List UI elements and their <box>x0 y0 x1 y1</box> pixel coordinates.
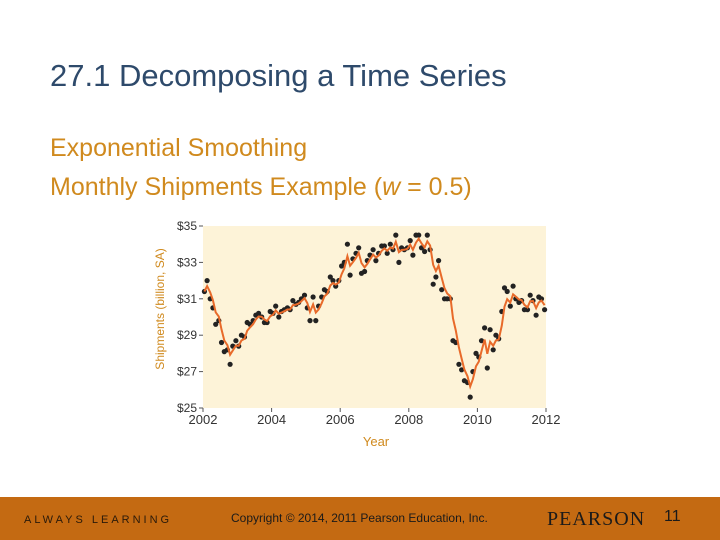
observed-point <box>213 321 219 327</box>
observed-point <box>410 252 416 258</box>
y-tick-label: $35 <box>177 219 197 233</box>
observed-point <box>527 292 533 298</box>
observed-point <box>490 347 496 353</box>
smoothed-series <box>203 236 546 390</box>
observed-point <box>290 298 296 304</box>
subtitle-line-2: Monthly Shipments Example (w = 0.5) <box>50 173 472 202</box>
exponential-smoothing-chart: 2002 2004 2006 2008 2010 2012 $25 $27 $29 $31 $33… <box>153 219 561 449</box>
observed-point <box>538 296 545 302</box>
observed-point <box>307 318 313 324</box>
smoothed-line <box>203 236 546 390</box>
observed-point <box>430 281 436 287</box>
pearson-logo: PEARSON <box>547 508 646 530</box>
y-tick-label: $33 <box>177 255 197 269</box>
observed-point <box>510 283 516 289</box>
observed-point <box>273 303 279 309</box>
x-tick-label: 2010 <box>463 412 492 427</box>
observed-point <box>467 394 473 400</box>
observed-point <box>424 232 430 238</box>
subtitle-line-1: Exponential Smoothing <box>50 134 308 162</box>
observed-point <box>433 274 439 280</box>
x-tick-label: 2008 <box>394 412 423 427</box>
observed-point <box>524 307 531 313</box>
observed-point <box>276 314 282 320</box>
observed-point <box>473 350 479 356</box>
copyright-text: Copyright © 2014, 2011 Pearson Education… <box>231 511 488 525</box>
observed-point <box>436 258 442 264</box>
observed-point <box>218 339 225 346</box>
footer-bar: ALWAYS LEARNING Copyright © 2014, 2011 P… <box>0 497 720 540</box>
observed-point <box>493 332 499 338</box>
observed-point <box>487 327 493 333</box>
observed-point <box>504 288 510 295</box>
observed-point <box>422 248 428 255</box>
slide-title: 27.1 Decomposing a Time Series <box>50 58 507 93</box>
observed-point <box>233 338 239 344</box>
subtitle-line-2-start: Monthly Shipments Example ( <box>50 173 383 201</box>
observed-point <box>507 303 513 309</box>
y-tick-label: $27 <box>177 365 197 379</box>
observed-point <box>542 307 548 313</box>
x-tick-label: 2002 <box>189 412 218 427</box>
observed-point <box>373 258 379 264</box>
subtitle-w-symbol: w <box>382 173 401 201</box>
observed-point <box>356 245 362 251</box>
observed-point <box>327 274 333 280</box>
observed-point <box>396 259 402 265</box>
observed-point <box>416 232 422 238</box>
subtitle-line-2-end: = 0.5) <box>400 173 472 201</box>
x-axis-label: Year <box>363 434 390 449</box>
observed-point <box>407 238 413 244</box>
observed-point <box>484 365 490 371</box>
observed-point <box>533 312 539 318</box>
observed-point <box>482 325 488 331</box>
observed-point <box>387 241 393 247</box>
observed-point <box>301 292 308 298</box>
observed-point <box>256 310 262 316</box>
observed-point <box>362 268 368 275</box>
observed-point <box>456 361 462 367</box>
y-axis-label: Shipments (billion, SA) <box>153 248 167 369</box>
observed-point <box>393 232 399 238</box>
observed-point <box>330 278 336 284</box>
y-tick-label: $25 <box>177 401 197 415</box>
observed-point <box>459 367 465 373</box>
y-tick-label: $31 <box>177 292 197 306</box>
observed-point <box>310 294 316 300</box>
observed-point <box>344 241 350 247</box>
observed-point <box>439 287 445 293</box>
y-tick-label: $29 <box>177 328 197 342</box>
observed-point <box>204 278 210 284</box>
observed-point <box>313 318 319 324</box>
observed-point <box>227 361 233 367</box>
observed-point <box>478 338 485 344</box>
always-learning-tagline: ALWAYS LEARNING <box>24 514 173 526</box>
observed-point <box>501 285 508 291</box>
x-tick-label: 2006 <box>326 412 355 427</box>
x-axis-ticks: 2002 2004 2006 2008 2010 2012 <box>189 408 561 427</box>
observed-point <box>384 250 390 256</box>
observed-point <box>339 263 345 269</box>
observed-point <box>381 243 387 249</box>
observed-point <box>347 272 353 278</box>
y-axis-ticks: $25 $27 $29 $31 $33 $35 <box>177 219 203 415</box>
x-tick-label: 2012 <box>532 412 561 427</box>
x-tick-label: 2004 <box>257 412 286 427</box>
observed-point <box>370 247 376 253</box>
page-number: 11 <box>664 508 681 525</box>
